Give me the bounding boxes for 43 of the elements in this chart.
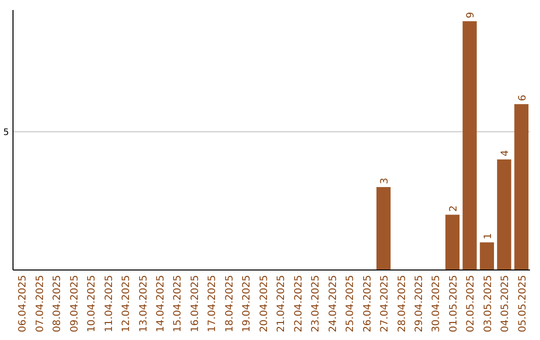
- x-tick-label: 06.04.2025: [18, 275, 29, 332]
- data-label: 2: [448, 205, 460, 212]
- x-tick-label: 21.04.2025: [276, 275, 288, 332]
- x-tick-label: 28.04.2025: [396, 275, 408, 332]
- bar: [514, 104, 528, 270]
- x-tick-label: 26.04.2025: [362, 275, 374, 332]
- x-tick-label: 12.04.2025: [121, 275, 132, 332]
- x-tick-label: 03.05.2025: [482, 275, 494, 332]
- x-tick-label: 10.04.2025: [86, 275, 98, 332]
- bar: [462, 21, 477, 270]
- data-label: 6: [517, 94, 528, 102]
- bar: [497, 159, 512, 270]
- x-tick-label: 27.04.2025: [380, 275, 391, 332]
- x-tick-label: 24.04.2025: [328, 275, 339, 332]
- x-tick-label: 25.04.2025: [345, 275, 356, 332]
- data-label: 1: [482, 232, 494, 240]
- bar: [445, 214, 460, 270]
- x-tick-label: 17.04.2025: [207, 275, 218, 332]
- x-tick-label: 08.04.2025: [52, 275, 64, 332]
- x-tick-label: 07.04.2025: [34, 275, 46, 332]
- x-tick-label: 13.04.2025: [138, 275, 150, 332]
- x-tick-label: 30.04.2025: [431, 275, 442, 332]
- x-tick-label: 14.04.2025: [155, 275, 166, 332]
- x-tick-label: 19.04.2025: [242, 275, 253, 332]
- x-tick-label: 01.05.2025: [448, 275, 460, 332]
- x-tick-label: 02.05.2025: [466, 275, 477, 332]
- x-tick-label: 16.04.2025: [190, 275, 201, 332]
- ref-line-label: 5: [3, 128, 9, 138]
- data-label: 4: [500, 150, 512, 156]
- data-label: 9: [466, 12, 477, 18]
- bar: [376, 187, 391, 270]
- x-tick-label: 22.04.2025: [293, 275, 304, 332]
- x-tick-label: 29.04.2025: [414, 275, 425, 332]
- x-tick-label: 09.04.2025: [69, 275, 80, 332]
- x-tick-label: 20.04.2025: [258, 275, 270, 332]
- bar: [480, 242, 494, 270]
- x-tick-label: 18.04.2025: [224, 275, 236, 332]
- x-tick-label: 04.05.2025: [500, 275, 512, 332]
- x-tick-label: 15.04.2025: [172, 275, 184, 332]
- data-label: 3: [380, 178, 391, 184]
- x-tick-label: 05.05.2025: [517, 275, 528, 332]
- x-tick-label: 11.04.2025: [104, 275, 115, 332]
- x-tick-label: 23.04.2025: [310, 275, 322, 332]
